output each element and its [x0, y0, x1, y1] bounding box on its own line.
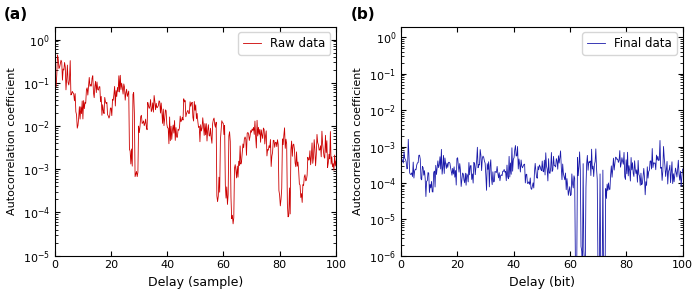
- Final data: [404, 138, 412, 141]
- X-axis label: Delay (bit): Delay (bit): [509, 276, 575, 289]
- Final data: [489, 180, 498, 184]
- Raw data: [53, 53, 62, 57]
- X-axis label: Delay (sample): Delay (sample): [148, 276, 243, 289]
- Raw data: [85, 76, 93, 79]
- Raw data: [332, 159, 340, 163]
- Final data: [509, 158, 517, 161]
- Final data: [603, 182, 611, 186]
- Final data: [601, 287, 609, 291]
- Legend: Raw data: Raw data: [238, 32, 330, 55]
- Final data: [432, 164, 440, 167]
- Raw data: [229, 222, 237, 226]
- Raw data: [50, 78, 59, 81]
- Raw data: [256, 141, 265, 144]
- Raw data: [255, 133, 263, 136]
- Legend: Final data: Final data: [582, 32, 677, 55]
- Text: (b): (b): [351, 7, 375, 22]
- Final data: [397, 155, 405, 159]
- Line: Final data: Final data: [401, 139, 682, 289]
- Final data: [678, 167, 687, 171]
- Raw data: [143, 128, 151, 131]
- Y-axis label: Autocorrelation coefficient: Autocorrelation coefficient: [7, 67, 17, 215]
- Final data: [575, 165, 583, 168]
- Raw data: [162, 122, 171, 126]
- Final data: [601, 187, 610, 190]
- Raw data: [228, 213, 237, 217]
- Line: Raw data: Raw data: [55, 55, 336, 224]
- Y-axis label: Autocorrelation coefficient: Autocorrelation coefficient: [354, 67, 363, 215]
- Text: (a): (a): [4, 7, 28, 22]
